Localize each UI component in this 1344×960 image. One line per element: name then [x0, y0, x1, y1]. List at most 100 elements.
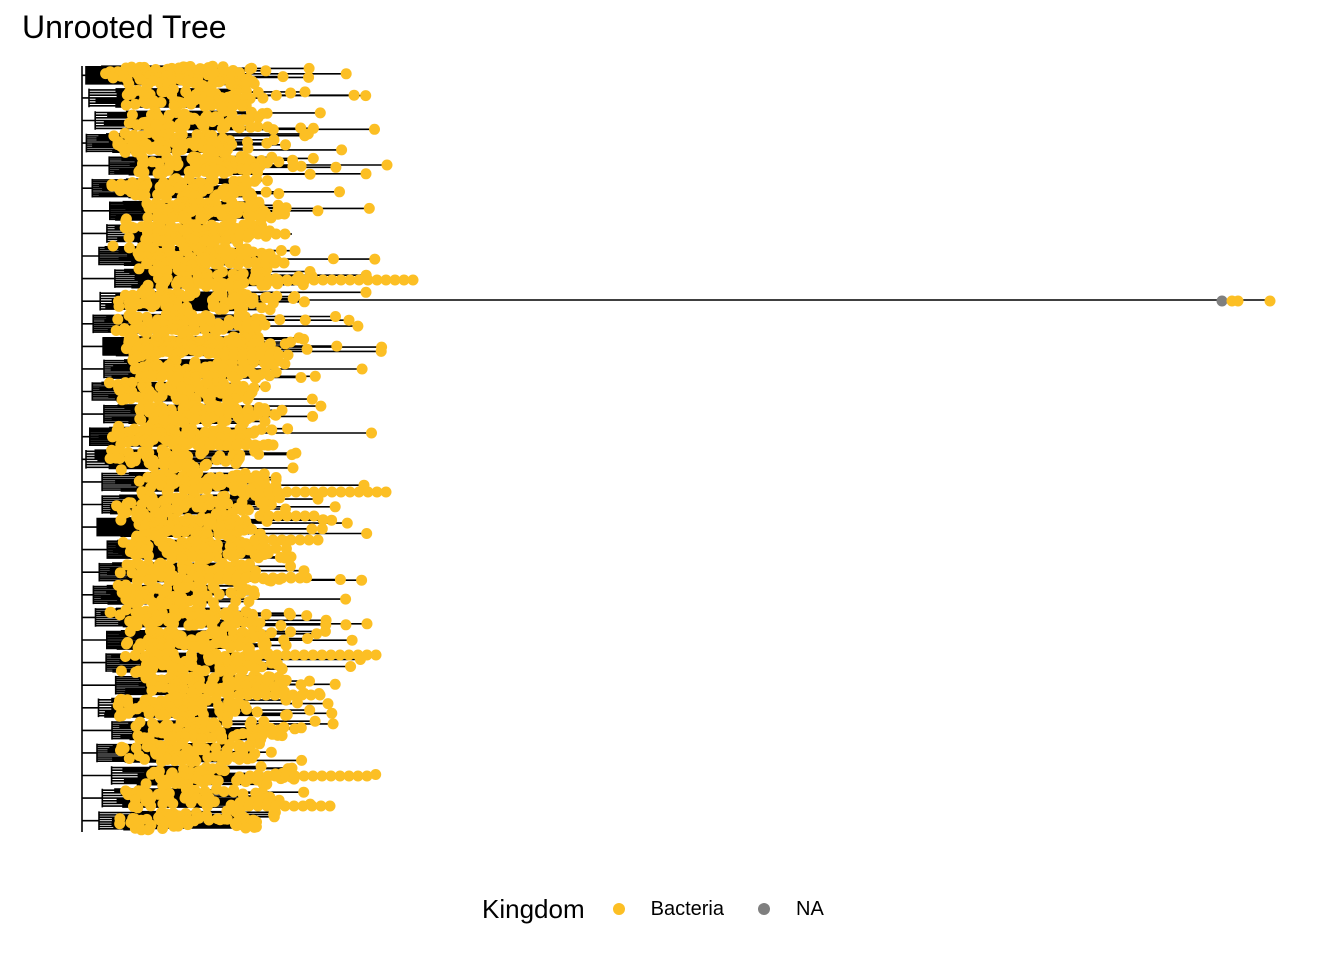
tip-point-bacteria [287, 293, 299, 304]
tip-point-bacteria [375, 345, 387, 357]
tip-point-bacteria [278, 257, 290, 269]
tip-point-bacteria [280, 543, 292, 555]
tip-point-bacteria [369, 253, 381, 265]
tip-point-bacteria [236, 486, 248, 498]
tip-point-bacteria [273, 349, 285, 361]
tip-point-bacteria [279, 338, 291, 350]
tip-point-bacteria [261, 778, 272, 790]
tip-point-bacteria [253, 552, 264, 564]
tip-point-bacteria [286, 449, 298, 461]
tip-point-bacteria [249, 534, 261, 546]
tip-point-bacteria [230, 458, 242, 469]
tip-point-bacteria [113, 300, 125, 312]
tip-point-bacteria [103, 377, 115, 389]
tip-point-bacteria [329, 501, 341, 513]
tip-point-bacteria [126, 221, 138, 233]
tip-point-bacteria [222, 611, 234, 623]
tip-point-bacteria [370, 769, 382, 780]
tip-point-bacteria [270, 228, 282, 240]
tip-point-bacteria [124, 626, 136, 637]
tip-point-bacteria [329, 678, 341, 690]
tip-point-bacteria [210, 258, 222, 270]
tip-point-bacteria [252, 228, 264, 240]
tip-point-bacteria [185, 797, 197, 809]
legend-label-bacteria: Bacteria [650, 897, 724, 920]
tip-point-bacteria [336, 144, 348, 156]
tree-tips [100, 60, 1276, 836]
tip-point-bacteria [241, 319, 253, 331]
tip-point-bacteria [352, 649, 364, 661]
tip-point-bacteria [182, 819, 194, 831]
tip-point-bacteria [297, 800, 309, 812]
tip-point-bacteria [219, 349, 231, 361]
tip-point-bacteria [289, 649, 301, 661]
tip-point-bacteria [120, 651, 131, 662]
tip-point-bacteria [235, 587, 247, 599]
tip-point-bacteria [344, 274, 356, 286]
tip-point-bacteria [325, 649, 337, 661]
tip-point-bacteria [371, 274, 383, 286]
tip-point-bacteria [242, 142, 254, 154]
tip-point-bacteria [366, 427, 377, 439]
tip-point-bacteria [352, 770, 364, 782]
tip-point-bacteria [231, 572, 243, 584]
tip-point-bacteria [201, 800, 213, 812]
tip-point-bacteria [157, 798, 169, 810]
tip-point-bacteria [249, 372, 261, 384]
tip-point-bacteria [361, 649, 373, 661]
tip-point-bacteria [1232, 295, 1244, 307]
tip-point-bacteria [123, 232, 135, 243]
tip-point-bacteria [307, 152, 319, 164]
tip-point-bacteria [142, 574, 154, 586]
tip-point-bacteria [245, 486, 257, 498]
tip-point-bacteria [263, 274, 275, 286]
tip-point-bacteria [305, 689, 317, 701]
tip-point-bacteria [314, 689, 326, 701]
tip-point-bacteria [303, 62, 315, 74]
tip-point-bacteria [107, 240, 119, 252]
tip-point-bacteria [135, 824, 147, 836]
tip-point-bacteria [326, 707, 338, 719]
tip-point-bacteria [281, 486, 293, 498]
tip-point-bacteria [240, 439, 252, 451]
tip-point-bacteria [228, 349, 240, 361]
tip-point-bacteria [228, 551, 240, 563]
tip-point-bacteria [204, 439, 216, 451]
tip-point-bacteria [362, 486, 374, 498]
tip-point-bacteria [255, 349, 267, 361]
tip-point-bacteria [343, 649, 355, 661]
tip-point-bacteria [179, 526, 191, 538]
tip-point-bacteria [245, 121, 257, 133]
tip-point-bacteria [145, 482, 157, 493]
tip-point-bacteria [242, 257, 254, 269]
tip-point-bacteria [240, 822, 252, 834]
tip-point-bacteria [398, 274, 410, 286]
tip-point-bacteria [231, 439, 243, 451]
tip-point-bacteria [304, 704, 316, 716]
tip-point-bacteria [287, 462, 299, 474]
tip-point-bacteria [142, 550, 154, 562]
tip-point-bacteria [206, 721, 218, 733]
tip-point-bacteria [214, 319, 226, 331]
tip-point-bacteria [243, 228, 255, 240]
tip-point-bacteria [189, 158, 201, 170]
tip-point-bacteria [185, 98, 197, 110]
tip-point-bacteria [272, 274, 284, 286]
tip-point-bacteria [371, 486, 383, 498]
tip-point-bacteria [361, 770, 373, 782]
plot-title: Unrooted Tree [22, 9, 227, 45]
tip-point-bacteria [252, 111, 264, 123]
tip-point-bacteria [282, 423, 294, 435]
tip-point-bacteria [280, 770, 292, 782]
tip-point-bacteria [380, 486, 392, 498]
tip-point-bacteria [284, 609, 296, 621]
tip-point-bacteria [122, 637, 134, 648]
tip-point-bacteria [161, 192, 172, 204]
tip-point-bacteria [120, 99, 132, 111]
tip-point-bacteria [264, 304, 276, 316]
tip-point-bacteria [203, 348, 215, 359]
tip-point-bacteria [267, 124, 279, 136]
tip-point-bacteria [356, 574, 368, 586]
tip-point-bacteria [143, 202, 155, 214]
